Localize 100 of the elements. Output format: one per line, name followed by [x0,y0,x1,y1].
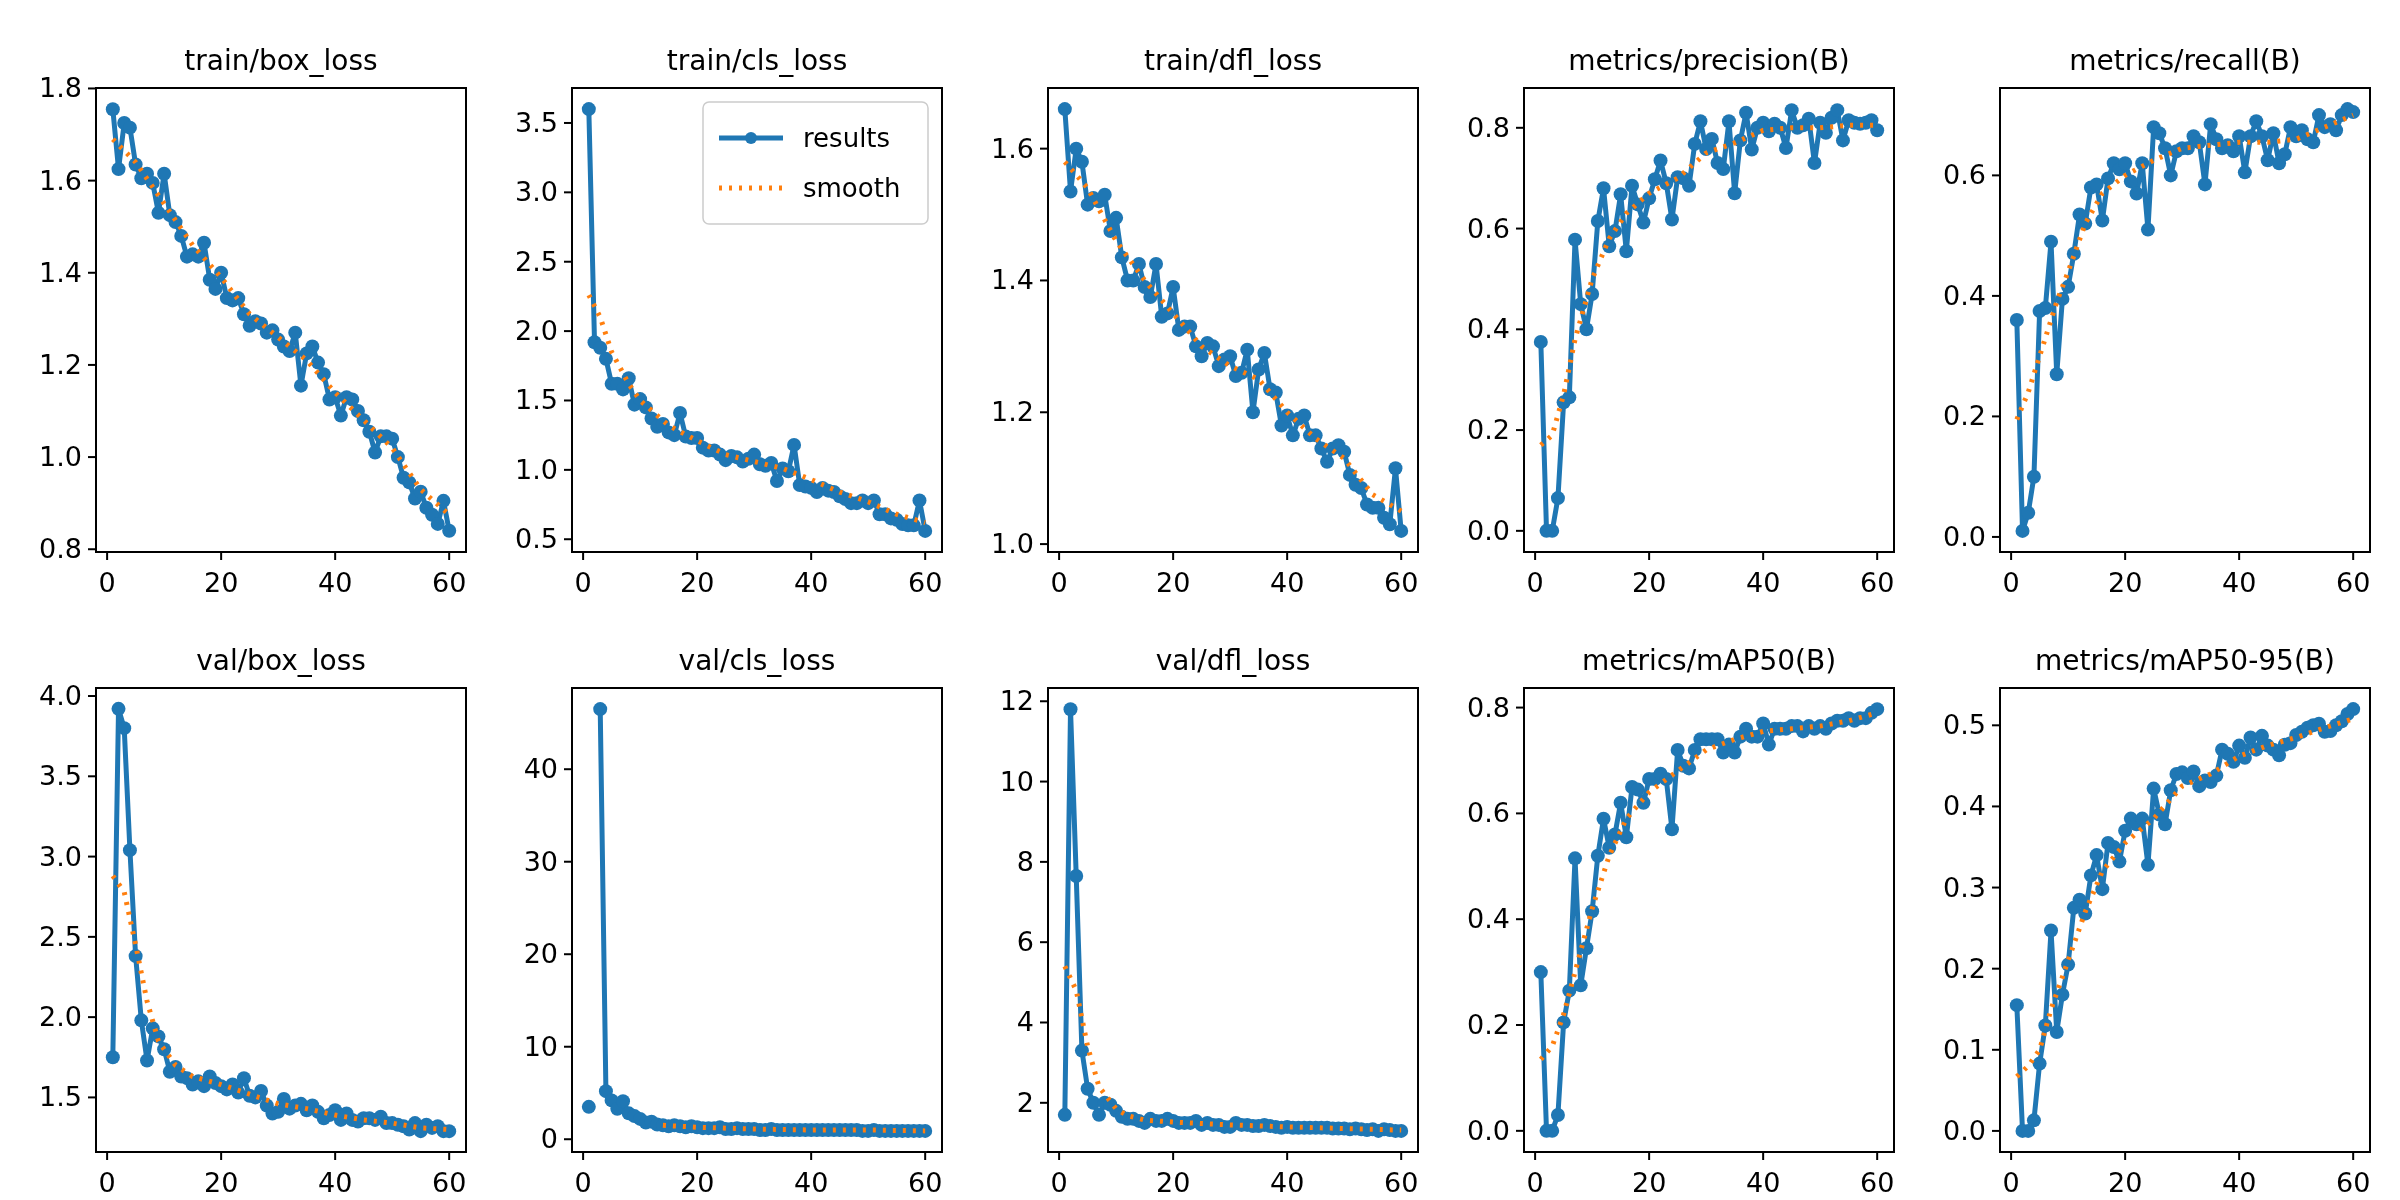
y-tick-label: 30 [523,845,558,877]
x-tick-label: 60 [432,1167,467,1198]
y-tick-label: 0.2 [1943,400,1986,432]
x-tick-label: 0 [574,1167,592,1198]
x-tick-label: 20 [679,1167,715,1198]
y-tick-label: 0.4 [1943,790,1986,822]
x-tick-label: 0 [1050,567,1068,598]
x-tick-label: 60 [2336,567,2371,598]
x-tick-label: 40 [793,567,829,598]
chart-title: val/dfl_loss [1155,644,1311,677]
y-tick-label: 0.0 [1943,1114,1986,1146]
y-tick-label: 0.2 [1943,952,1986,984]
y-tick-label: 1.5 [39,1081,82,1113]
y-tick-label: 3.5 [39,760,82,792]
y-tick-label: 1.0 [991,528,1034,560]
x-tick-label: 0 [1526,1167,1544,1198]
x-tick-label: 0 [98,567,116,598]
y-tick-label: 0.4 [1467,313,1510,345]
x-tick-label: 20 [1631,1167,1667,1198]
y-tick-label: 1.6 [991,132,1034,164]
x-tick-label: 20 [2107,567,2143,598]
y-tick-label: 8 [1016,845,1034,877]
y-tick-label: 0 [540,1123,558,1155]
y-tick-label: 0.5 [1943,709,1986,741]
legend-label: results [803,123,891,153]
y-tick-label: 3.0 [39,840,82,872]
y-tick-label: 0.0 [1467,514,1510,546]
y-tick-label: 1.2 [39,348,82,380]
y-tick-label: 2 [1016,1086,1034,1118]
x-tick-label: 20 [203,1167,239,1198]
y-tick-label: 0.8 [39,533,82,565]
chart-title: train/cls_loss [666,44,848,77]
x-tick-label: 60 [1384,567,1419,598]
x-tick-label: 40 [2221,1167,2257,1198]
x-tick-label: 40 [2221,567,2257,598]
x-tick-label: 60 [908,1167,943,1198]
y-tick-label: 20 [523,938,558,970]
x-tick-label: 0 [2002,567,2020,598]
x-tick-label: 60 [1860,1167,1895,1198]
x-tick-label: 40 [317,1167,353,1198]
y-tick-label: 3.0 [515,176,558,208]
y-tick-label: 0.3 [1943,871,1986,903]
y-tick-label: 0.0 [1943,520,1986,552]
y-tick-label: 0.6 [1467,797,1510,829]
y-tick-label: 1.0 [39,441,82,473]
chart-title: metrics/recall(B) [2069,44,2301,77]
y-tick-label: 0.4 [1467,903,1510,935]
x-tick-label: 40 [317,567,353,598]
y-tick-label: 0.6 [1467,212,1510,244]
x-tick-label: 40 [1745,567,1781,598]
y-tick-label: 2.0 [515,315,558,347]
y-tick-label: 1.4 [991,264,1034,296]
y-tick-label: 0.6 [1943,159,1986,191]
y-tick-label: 1.5 [515,384,558,416]
chart-title: val/box_loss [196,644,366,677]
y-tick-label: 6 [1016,926,1034,958]
chart-title: val/cls_loss [678,644,836,677]
x-tick-label: 20 [1631,567,1667,598]
y-tick-label: 4 [1016,1006,1034,1038]
y-tick-label: 1.6 [39,164,82,196]
x-tick-label: 0 [574,567,592,598]
chart-title: train/dfl_loss [1143,44,1323,77]
y-tick-label: 10 [999,765,1034,797]
x-tick-label: 60 [432,567,467,598]
legend-label: smooth [803,173,901,203]
x-tick-label: 0 [1050,1167,1068,1198]
y-tick-label: 2.5 [39,920,82,952]
y-tick-label: 2.5 [515,245,558,277]
y-tick-label: 0.5 [515,523,558,555]
y-tick-label: 0.4 [1943,279,1986,311]
y-tick-label: 40 [523,753,558,785]
y-tick-label: 10 [523,1030,558,1062]
y-tick-label: 0.1 [1943,1033,1986,1065]
chart-title: train/box_loss [184,44,378,77]
x-tick-label: 0 [98,1167,116,1198]
x-tick-label: 60 [1384,1167,1419,1198]
x-tick-label: 60 [2336,1167,2371,1198]
x-tick-label: 40 [1745,1167,1781,1198]
x-tick-label: 20 [1155,567,1191,598]
x-tick-label: 60 [908,567,943,598]
x-tick-label: 60 [1860,567,1895,598]
y-tick-label: 0.2 [1467,414,1510,446]
x-tick-label: 40 [1269,1167,1305,1198]
y-tick-label: 1.2 [991,396,1034,428]
y-tick-label: 2.0 [39,1001,82,1033]
y-tick-label: 1.0 [515,453,558,485]
x-tick-label: 0 [2002,1167,2020,1198]
x-tick-label: 40 [793,1167,829,1198]
x-tick-label: 20 [1155,1167,1191,1198]
y-tick-label: 1.4 [39,256,82,288]
y-tick-label: 3.5 [515,106,558,138]
y-tick-label: 0.0 [1467,1114,1510,1146]
x-tick-label: 20 [679,567,715,598]
y-tick-label: 4.0 [39,680,82,712]
y-tick-label: 12 [999,685,1034,717]
chart-title: metrics/mAP50-95(B) [2035,644,2335,677]
x-tick-label: 20 [2107,1167,2143,1198]
x-tick-label: 0 [1526,567,1544,598]
x-tick-label: 20 [203,567,239,598]
chart-title: metrics/precision(B) [1568,44,1850,77]
